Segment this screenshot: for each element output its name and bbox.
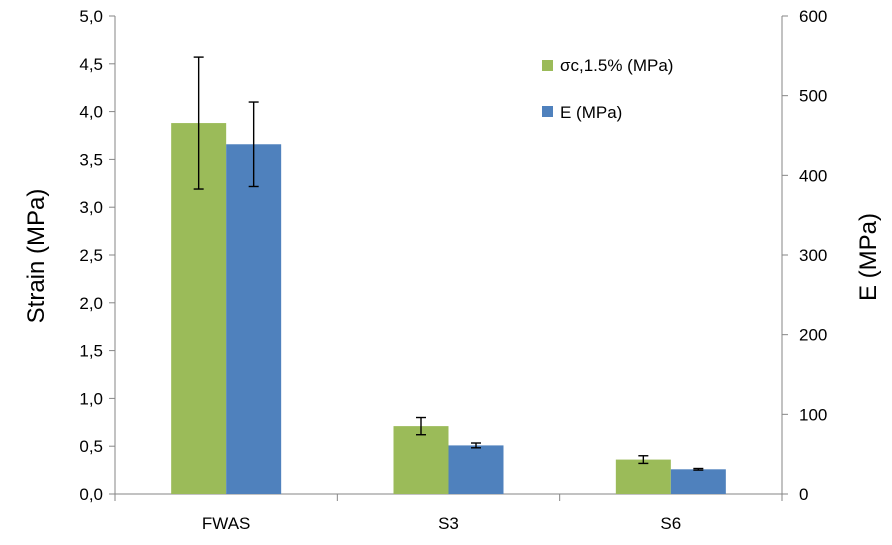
- y-tick-label-right: 600: [799, 7, 827, 26]
- y-tick-label-left: 2,5: [79, 246, 103, 265]
- tick-labels: 0,0 0,5 1,0 1,5 2,0 2,5 3,0 3,5 4,0 4,5 5,0 0 100 200…: [79, 7, 827, 533]
- y-tick-label-left: 5,0: [79, 7, 103, 26]
- bar-series-1: [393, 426, 449, 494]
- y-tick-label-left: 3,5: [79, 150, 103, 169]
- y-tick-label-right: 500: [799, 87, 827, 106]
- x-tick-label: S6: [660, 514, 681, 533]
- bar-series-2: [448, 445, 504, 494]
- error-bars: [193, 56, 704, 471]
- bar-series-1: [615, 459, 671, 494]
- x-tick-label: FWAS: [202, 514, 250, 533]
- y-tick-label-right: 200: [799, 326, 827, 345]
- bar-series-2: [670, 469, 726, 494]
- y-tick-label-left: 0,0: [79, 485, 103, 504]
- y-tick-label-left: 0,5: [79, 437, 103, 456]
- y-axis-left-title: Strain (MPa): [23, 189, 50, 324]
- legend: σc,1.5% (MPa) E (MPa): [542, 56, 673, 122]
- bar-series-2: [226, 144, 282, 494]
- y-tick-label-right: 300: [799, 246, 827, 265]
- y-axis-right-title: E (MPa): [855, 213, 882, 301]
- y-tick-label-right: 0: [799, 485, 808, 504]
- y-tick-label-right: 100: [799, 405, 827, 424]
- y-tick-label-left: 4,0: [79, 103, 103, 122]
- x-tick-label: S3: [438, 514, 459, 533]
- y-tick-label-left: 2,0: [79, 294, 103, 313]
- legend-label-series-1: σc,1.5% (MPa): [560, 56, 673, 75]
- y-tick-label-left: 1,5: [79, 342, 103, 361]
- legend-swatch-series-2: [542, 106, 553, 117]
- y-tick-label-left: 3,0: [79, 198, 103, 217]
- y-tick-label-left: 4,5: [79, 55, 103, 74]
- legend-label-series-2: E (MPa): [560, 103, 622, 122]
- legend-swatch-series-1: [542, 60, 553, 71]
- y-tick-label-left: 1,0: [79, 389, 103, 408]
- y-tick-label-right: 400: [799, 166, 827, 185]
